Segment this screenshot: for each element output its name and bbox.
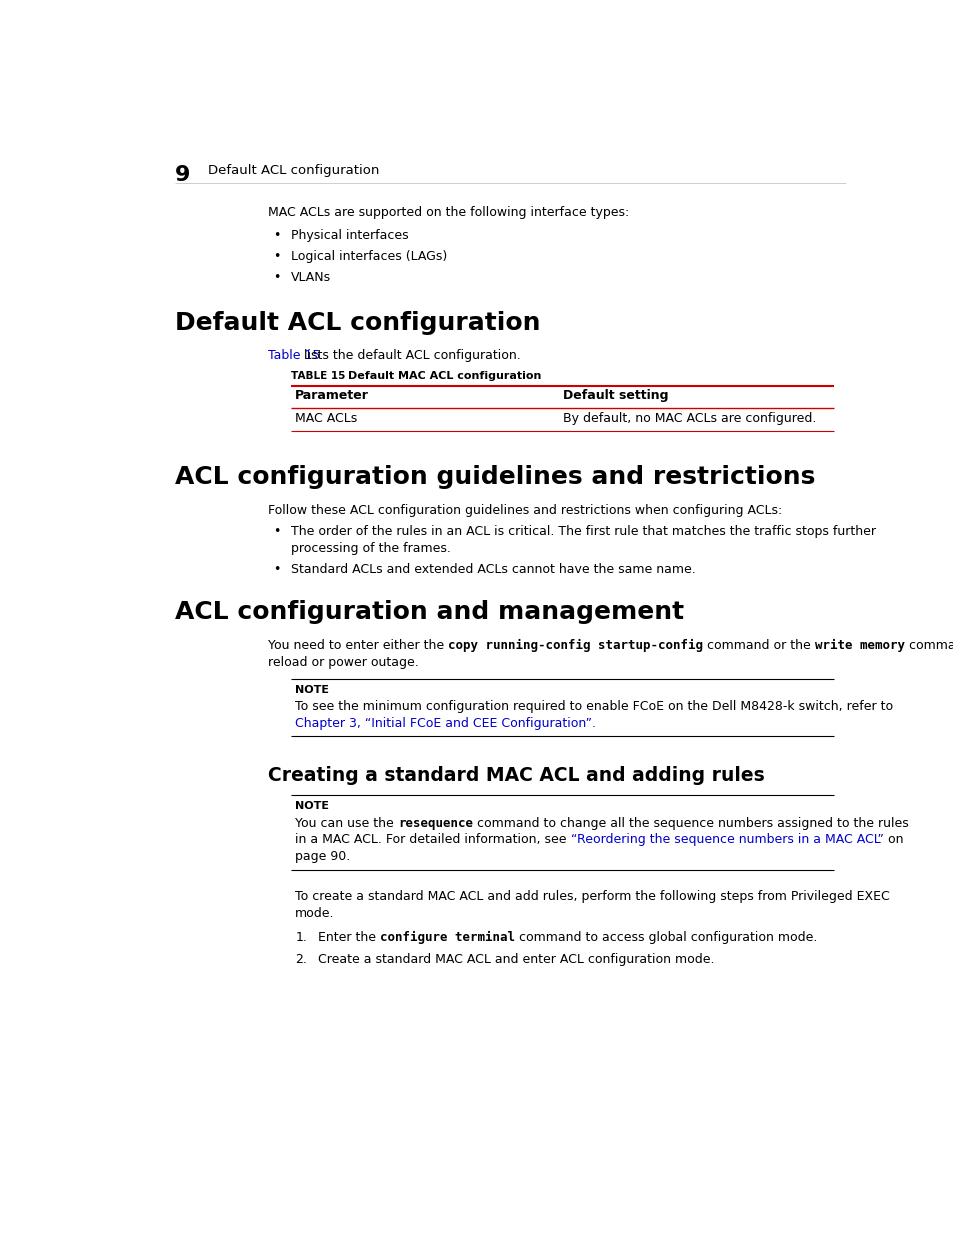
Text: By default, no MAC ACLs are configured.: By default, no MAC ACLs are configured. xyxy=(562,411,815,425)
Text: TABLE 15: TABLE 15 xyxy=(291,370,345,380)
Text: MAC ACLs: MAC ACLs xyxy=(294,411,357,425)
Text: VLANs: VLANs xyxy=(291,270,331,284)
Text: ACL configuration and management: ACL configuration and management xyxy=(174,600,683,624)
Text: lists the default ACL configuration.: lists the default ACL configuration. xyxy=(300,350,520,362)
Text: Default ACL configuration: Default ACL configuration xyxy=(174,311,540,335)
Text: You need to enter either the: You need to enter either the xyxy=(268,638,448,652)
Text: Default setting: Default setting xyxy=(562,389,667,403)
Text: processing of the frames.: processing of the frames. xyxy=(291,542,451,556)
Text: Default ACL configuration: Default ACL configuration xyxy=(208,163,378,177)
Text: 1.: 1. xyxy=(294,931,307,945)
Text: page 90.: page 90. xyxy=(294,851,350,863)
Text: Creating a standard MAC ACL and adding rules: Creating a standard MAC ACL and adding r… xyxy=(268,766,764,784)
Text: Table 15: Table 15 xyxy=(268,350,320,362)
Text: •: • xyxy=(274,228,280,242)
Text: Create a standard MAC ACL and enter ACL configuration mode.: Create a standard MAC ACL and enter ACL … xyxy=(318,953,714,966)
Text: copy running-config startup-config: copy running-config startup-config xyxy=(448,638,702,652)
Text: To see the minimum configuration required to enable FCoE on the Dell M8428-k swi: To see the minimum configuration require… xyxy=(294,700,892,714)
Text: NOTE: NOTE xyxy=(294,802,329,811)
Text: write memory: write memory xyxy=(814,638,904,652)
Text: To create a standard MAC ACL and add rules, perform the following steps from Pri: To create a standard MAC ACL and add rul… xyxy=(294,889,889,903)
Text: You can use the: You can use the xyxy=(294,816,397,830)
Text: ACL configuration guidelines and restrictions: ACL configuration guidelines and restric… xyxy=(174,466,815,489)
Text: NOTE: NOTE xyxy=(294,685,329,695)
Text: Default MAC ACL configuration: Default MAC ACL configuration xyxy=(348,370,540,380)
Text: Chapter 3, “Initial FCoE and CEE Configuration”.: Chapter 3, “Initial FCoE and CEE Configu… xyxy=(294,718,596,730)
Text: “Reordering the sequence numbers in a MAC ACL”: “Reordering the sequence numbers in a MA… xyxy=(570,834,882,846)
Text: command or the: command or the xyxy=(702,638,814,652)
Text: •: • xyxy=(274,563,280,577)
Text: Parameter: Parameter xyxy=(294,389,369,403)
Text: configure terminal: configure terminal xyxy=(380,931,515,945)
Text: command to access global configuration mode.: command to access global configuration m… xyxy=(515,931,817,945)
Text: Physical interfaces: Physical interfaces xyxy=(291,228,409,242)
Text: in a MAC ACL. For detailed information, see: in a MAC ACL. For detailed information, … xyxy=(294,834,570,846)
Text: 9: 9 xyxy=(174,165,191,185)
Text: on: on xyxy=(882,834,902,846)
Text: reload or power outage.: reload or power outage. xyxy=(268,656,418,668)
Text: •: • xyxy=(274,249,280,263)
Text: mode.: mode. xyxy=(294,906,335,920)
Text: •: • xyxy=(274,270,280,284)
Text: The order of the rules in an ACL is critical. The first rule that matches the tr: The order of the rules in an ACL is crit… xyxy=(291,526,876,538)
Text: •: • xyxy=(274,526,280,538)
Text: Enter the: Enter the xyxy=(318,931,380,945)
Text: command to change all the sequence numbers assigned to the rules: command to change all the sequence numbe… xyxy=(473,816,907,830)
Text: MAC ACLs are supported on the following interface types:: MAC ACLs are supported on the following … xyxy=(268,206,629,219)
Text: Standard ACLs and extended ACLs cannot have the same name.: Standard ACLs and extended ACLs cannot h… xyxy=(291,563,696,577)
Text: resequence: resequence xyxy=(397,816,473,830)
Text: Logical interfaces (LAGs): Logical interfaces (LAGs) xyxy=(291,249,447,263)
Text: command to save your configuration changes to Flash so that they are not lost if: command to save your configuration chang… xyxy=(904,638,953,652)
Text: Follow these ACL configuration guidelines and restrictions when configuring ACLs: Follow these ACL configuration guideline… xyxy=(268,504,781,517)
Text: 2.: 2. xyxy=(294,953,307,966)
